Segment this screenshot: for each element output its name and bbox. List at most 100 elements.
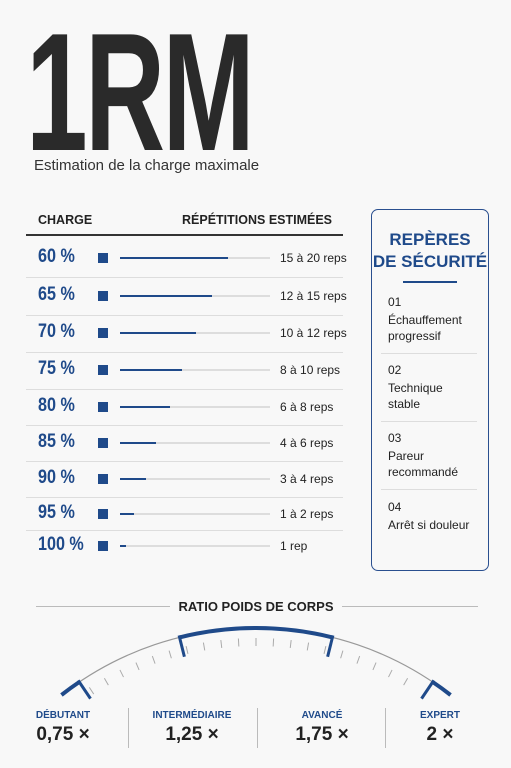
charge: 75 % xyxy=(38,358,75,379)
level-value: 2 × xyxy=(426,724,454,745)
gauge-tick xyxy=(403,677,409,686)
item-text: Pareur recommandé xyxy=(388,449,459,479)
row-separator xyxy=(26,315,343,316)
gauge-tick xyxy=(135,662,140,671)
gauge-tick xyxy=(119,669,124,678)
gauge-marker xyxy=(326,635,335,658)
gauge-tick xyxy=(356,655,361,664)
row-separator xyxy=(26,389,343,390)
item-number: 01 xyxy=(388,295,402,309)
marker xyxy=(98,253,108,263)
gauge-tick xyxy=(202,642,206,651)
marker xyxy=(98,328,108,338)
charge: 70 % xyxy=(38,321,75,342)
gauge-tick xyxy=(88,687,95,695)
rep-bar-fill xyxy=(120,257,228,259)
charge: 80 % xyxy=(38,395,75,416)
gauge-tick xyxy=(220,639,223,649)
rep-bar xyxy=(120,545,270,547)
item-number: 04 xyxy=(388,500,402,514)
rep-bar-fill xyxy=(120,295,212,297)
charge: 65 % xyxy=(38,284,75,305)
row-separator xyxy=(26,352,343,353)
rep-bar-fill xyxy=(120,513,134,515)
reps: 4 à 6 reps xyxy=(280,436,334,450)
rep-bar-fill xyxy=(120,442,156,444)
level-separator xyxy=(128,708,129,748)
charge: 100 % xyxy=(38,534,84,555)
rep-bar xyxy=(120,295,270,297)
level-label: EXPERT xyxy=(419,710,460,721)
gauge-tick xyxy=(340,650,344,659)
gauge-highlight xyxy=(179,626,333,640)
column-header: CHARGE xyxy=(38,213,93,227)
rep-bar xyxy=(120,513,270,515)
charge: 85 % xyxy=(38,431,75,452)
level-value: 0,75 × xyxy=(36,724,90,745)
reps: 8 à 10 reps xyxy=(280,363,341,377)
row-separator xyxy=(26,530,343,531)
gauge-tick xyxy=(289,639,292,649)
safety-title: REPÈRES xyxy=(389,230,471,249)
charge: 95 % xyxy=(38,502,75,523)
row-separator xyxy=(26,425,343,426)
rep-bar-fill xyxy=(120,406,170,408)
row-separator xyxy=(26,497,343,498)
marker xyxy=(98,291,108,301)
safety-title: DE SÉCURITÉ xyxy=(372,252,488,271)
level-label: AVANCÉ xyxy=(301,710,343,721)
gauge-tick xyxy=(323,645,327,654)
marker xyxy=(98,474,108,484)
gauge-tick xyxy=(168,650,172,659)
rule xyxy=(342,606,478,607)
item-separator xyxy=(381,353,477,354)
ratio-title: RATIO POIDS DE CORPS xyxy=(178,599,334,614)
row-separator xyxy=(26,461,343,462)
rep-bar-fill xyxy=(120,332,196,334)
level-separator xyxy=(257,708,258,748)
rep-bar xyxy=(120,257,270,259)
gauge-tick xyxy=(306,642,310,651)
level-label: DÉBUTANT xyxy=(35,710,91,721)
header-rule xyxy=(26,234,343,236)
reps: 3 à 4 reps xyxy=(280,472,334,486)
title-rule xyxy=(403,281,457,283)
rep-bar xyxy=(120,478,270,480)
gauge-marker xyxy=(420,679,436,700)
gauge-tick xyxy=(185,645,189,654)
marker xyxy=(98,509,108,519)
gauge-arc xyxy=(67,627,445,691)
reps: 10 à 12 reps xyxy=(280,326,347,340)
charge: 60 % xyxy=(38,246,75,267)
column-header: RÉPÉTITIONS ESTIMÉES xyxy=(182,213,333,227)
charge: 90 % xyxy=(38,467,75,488)
gauge-end xyxy=(431,680,452,697)
title: 1RM xyxy=(26,0,255,186)
rep-bar xyxy=(120,406,270,408)
level-value: 1,25 × xyxy=(165,724,219,745)
marker xyxy=(98,541,108,551)
level-separator xyxy=(385,708,386,748)
reps: 12 à 15 reps xyxy=(280,289,347,303)
gauge-tick xyxy=(372,662,377,671)
gauge-tick xyxy=(103,677,109,686)
reps: 1 à 2 reps xyxy=(280,507,334,521)
item-separator xyxy=(381,489,477,490)
gauge-marker xyxy=(76,679,92,700)
rep-bar xyxy=(120,369,270,371)
marker xyxy=(98,438,108,448)
item-text: Technique stable xyxy=(388,381,443,411)
rule xyxy=(36,606,170,607)
reps: 6 à 8 reps xyxy=(280,400,334,414)
gauge-end xyxy=(60,680,81,697)
item-text: Arrêt si douleur xyxy=(388,518,470,532)
rep-bar-fill xyxy=(120,369,182,371)
item-number: 02 xyxy=(388,363,402,377)
gauge-marker xyxy=(177,635,186,658)
safety-box xyxy=(371,209,489,571)
rep-bar-fill xyxy=(120,545,126,547)
item-number: 03 xyxy=(388,431,402,445)
item-separator xyxy=(381,421,477,422)
